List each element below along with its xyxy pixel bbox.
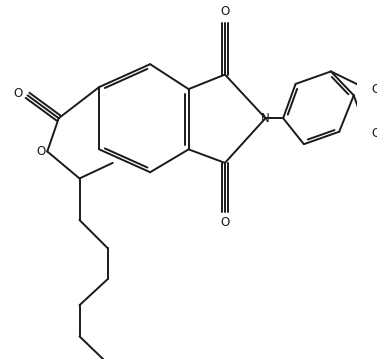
Text: O: O (13, 87, 22, 100)
Text: O: O (220, 5, 230, 18)
Text: O: O (220, 216, 230, 229)
Text: O: O (36, 145, 46, 158)
Text: Cl: Cl (371, 127, 377, 140)
Text: Cl: Cl (371, 83, 377, 96)
Text: N: N (261, 112, 270, 125)
